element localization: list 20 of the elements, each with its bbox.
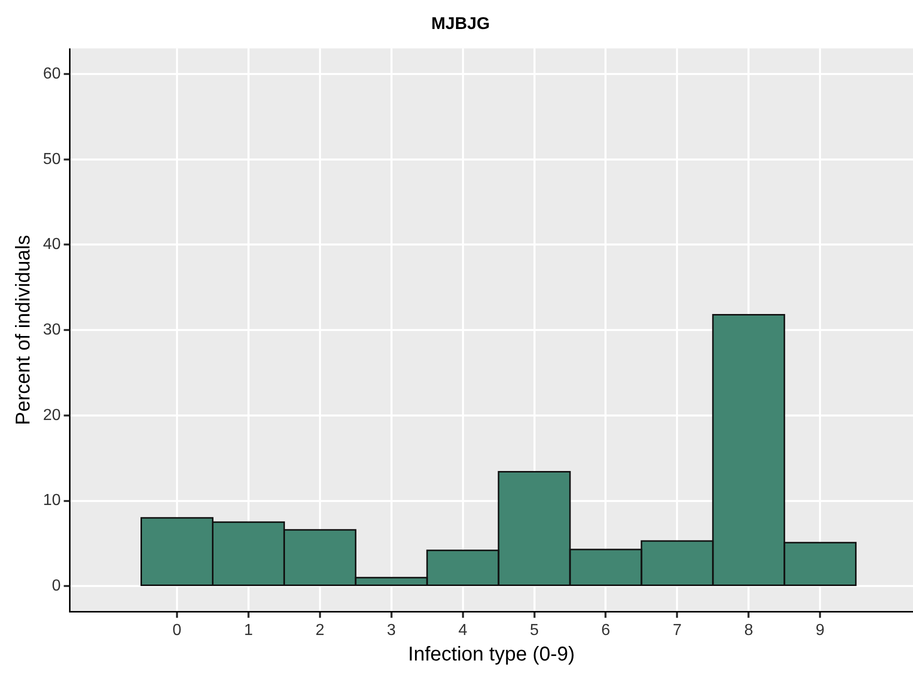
y-tick-label: 10 xyxy=(43,492,61,510)
x-tick-label: 7 xyxy=(672,622,682,639)
y-tick-label: 60 xyxy=(43,65,61,82)
x-tick-label: 0 xyxy=(172,622,182,639)
x-tick-label: 2 xyxy=(315,622,324,639)
x-tick-label: 5 xyxy=(530,622,539,639)
y-tick-label: 50 xyxy=(43,150,61,168)
x-tick-label: 8 xyxy=(744,622,754,639)
x-tick-label: 6 xyxy=(601,622,610,639)
y-axis-title: Percent of individuals xyxy=(12,235,35,426)
y-tick-label: 40 xyxy=(43,236,61,254)
y-tick-label: 20 xyxy=(43,406,61,424)
y-tick-label: 0 xyxy=(52,578,61,595)
x-tick-label: 1 xyxy=(244,622,253,639)
x-axis-title: Infection type (0-9) xyxy=(408,644,575,666)
chart-title: MJBJG xyxy=(431,14,490,33)
x-tick-label: 4 xyxy=(458,622,468,639)
x-tick-label: 9 xyxy=(816,622,825,639)
y-tick-label: 30 xyxy=(43,322,61,339)
x-tick-label: 3 xyxy=(386,622,396,639)
